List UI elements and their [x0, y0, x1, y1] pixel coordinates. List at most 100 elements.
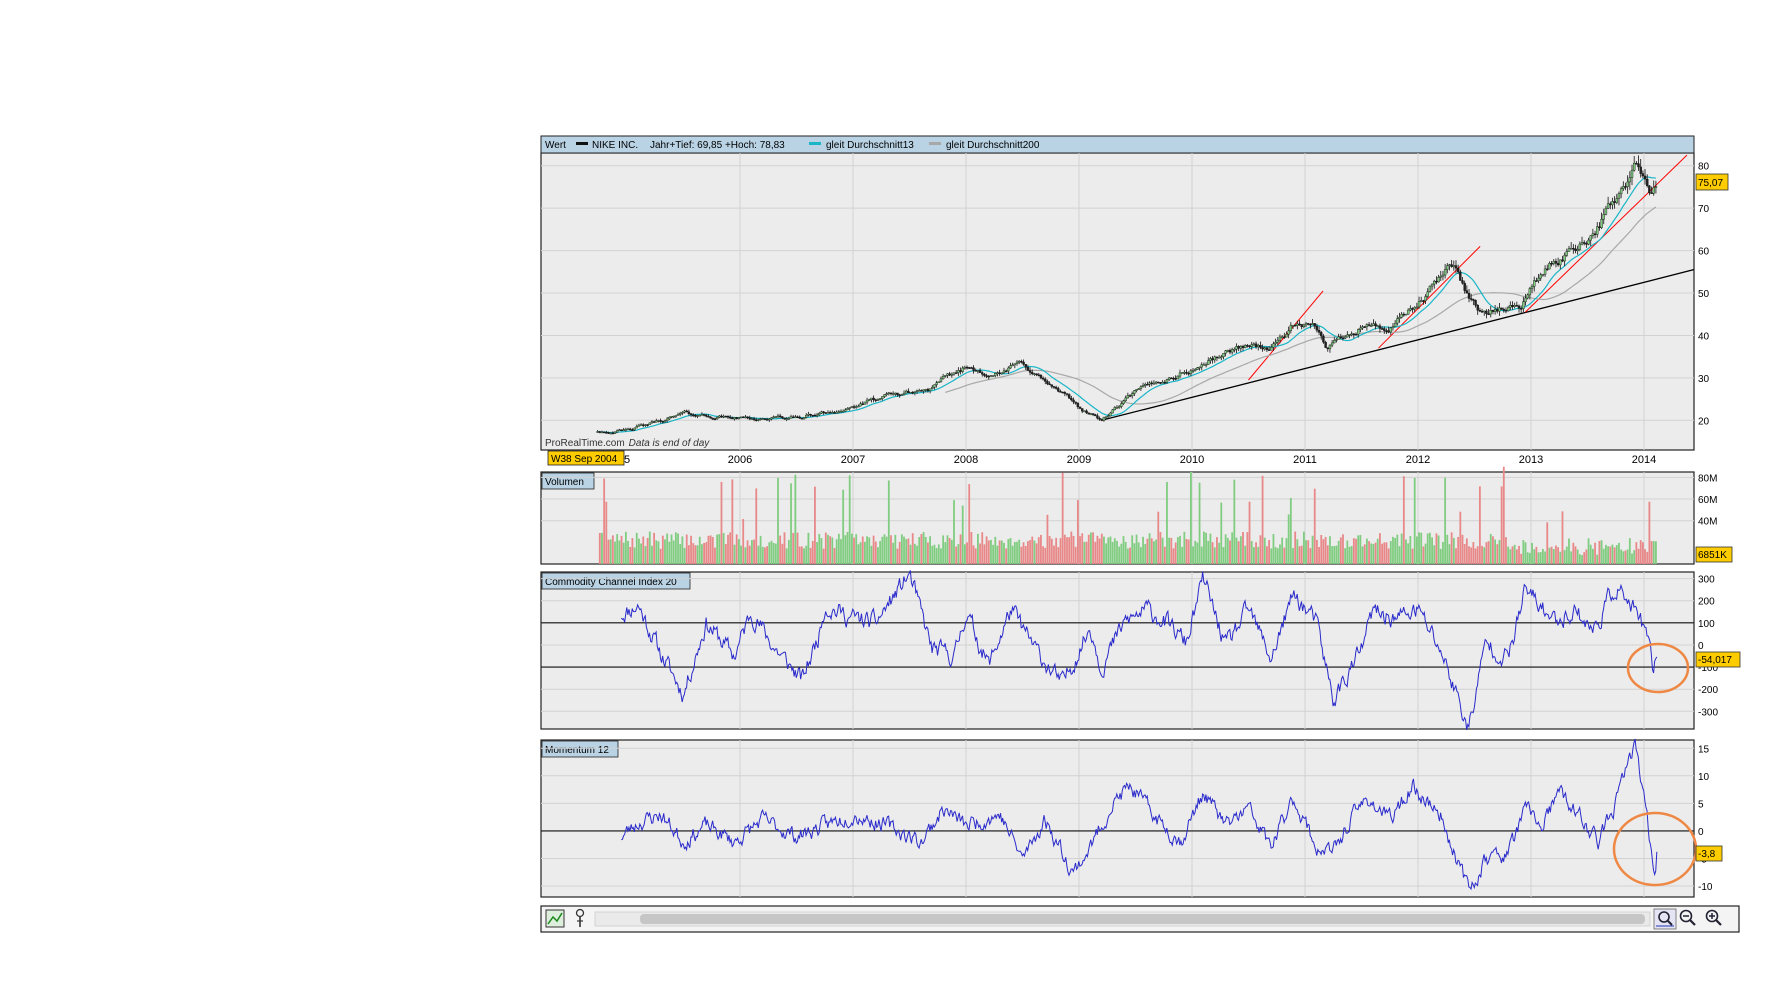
candle-body	[1022, 361, 1025, 365]
volume-bar	[1179, 535, 1181, 564]
candle-body	[1609, 203, 1612, 206]
candle-body	[1170, 377, 1173, 380]
volume-bar	[1352, 538, 1355, 564]
volume-bar	[1287, 514, 1290, 564]
volume-bar	[1563, 550, 1566, 564]
candle-body	[702, 414, 706, 416]
x-tick-label: 2006	[728, 454, 752, 466]
candle-body	[626, 428, 630, 431]
volume-bar	[1079, 536, 1081, 564]
candle-body	[1083, 410, 1086, 413]
candle-body	[1235, 346, 1238, 350]
volume-bar	[1133, 543, 1136, 564]
candle-body	[1650, 192, 1653, 194]
volume-bar	[1346, 540, 1349, 564]
volume-bar	[1046, 514, 1049, 564]
volume-bar	[805, 545, 808, 564]
volume-bar	[1237, 541, 1240, 564]
volume-bar	[827, 534, 829, 564]
volume-bars	[598, 466, 1657, 564]
volume-bar	[1389, 541, 1392, 564]
candle-body	[939, 378, 943, 382]
y-tick-label: 0	[1698, 827, 1704, 838]
volume-bar	[1289, 497, 1292, 564]
volume-bar	[781, 543, 784, 564]
y-tick-label: -200	[1698, 685, 1718, 696]
zoom-in-icon[interactable]	[1705, 909, 1722, 926]
volume-bar	[744, 547, 747, 564]
legend-swatch-ma13	[809, 142, 821, 145]
candle-body	[1141, 385, 1145, 387]
candle-body	[668, 417, 671, 420]
candle-body	[1196, 367, 1199, 370]
candle-body	[1391, 326, 1395, 329]
volume-bar	[1222, 547, 1225, 564]
volume-title: Volumen	[545, 477, 584, 488]
candle-body	[1504, 309, 1508, 312]
volume-bar	[864, 541, 866, 564]
volume-bar	[638, 538, 640, 564]
scroll-thumb[interactable]	[640, 914, 1645, 924]
legend-ma13: gleit Durchschnitt13	[826, 140, 914, 151]
volume-bar	[1476, 546, 1479, 564]
candle-body	[1550, 263, 1553, 265]
candle-body	[1535, 280, 1538, 282]
volume-bar	[1435, 533, 1438, 564]
volume-bar	[1344, 548, 1347, 564]
volume-bar	[1515, 549, 1518, 564]
volume-bar	[1170, 537, 1173, 564]
volume-bar	[1513, 544, 1516, 564]
candle-body	[1356, 329, 1360, 335]
volume-bar	[1268, 540, 1271, 564]
volume-bar	[1455, 548, 1457, 564]
candle-body	[1509, 305, 1512, 308]
chart-settings-icon[interactable]	[545, 909, 565, 928]
candle-body	[1254, 343, 1258, 348]
candle-body	[805, 415, 808, 418]
candle-body	[1585, 242, 1588, 245]
volume-bar	[764, 547, 766, 564]
volume-bar	[631, 538, 634, 564]
candle-body	[848, 407, 851, 409]
indicator-icon[interactable]	[575, 908, 585, 928]
volume-bar	[1496, 544, 1499, 564]
candle-body	[1280, 336, 1284, 339]
volume-bar	[1433, 545, 1436, 564]
candle-body	[635, 426, 638, 429]
volume-bar	[1422, 546, 1425, 564]
candle-body	[1020, 361, 1023, 363]
candle-body	[1109, 412, 1112, 417]
candle-body	[1487, 313, 1490, 315]
volume-bar	[1211, 542, 1214, 564]
candle-body	[1180, 372, 1184, 374]
candle-body	[1617, 193, 1621, 199]
candle-body	[1637, 163, 1640, 168]
volume-bar	[1209, 533, 1212, 564]
volume-bar	[1166, 481, 1168, 564]
zoom-fit-icon[interactable]	[1653, 908, 1677, 930]
candle-body	[728, 416, 732, 419]
volume-bar	[1118, 546, 1121, 564]
y-tick-label: 60	[1698, 247, 1710, 258]
candle-body	[1024, 364, 1027, 368]
volume-bar	[1263, 537, 1266, 564]
zoom-out-icon[interactable]	[1679, 909, 1696, 926]
candle-body	[881, 396, 884, 400]
candle-body	[1367, 324, 1371, 326]
volume-bar	[994, 536, 997, 564]
y-tick-label: 60M	[1698, 495, 1717, 506]
candle-body	[1537, 277, 1540, 281]
volume-bar	[1600, 540, 1603, 564]
candle-body	[1150, 382, 1153, 385]
candle-body	[872, 397, 875, 400]
candle-body	[672, 415, 675, 418]
volume-bar	[1500, 486, 1503, 564]
volume-bar	[1037, 537, 1040, 564]
candle-body	[839, 410, 843, 413]
candle-body	[972, 367, 975, 371]
volume-bar	[1635, 542, 1638, 564]
candle-body	[1263, 347, 1266, 350]
volume-bar	[1044, 547, 1047, 564]
